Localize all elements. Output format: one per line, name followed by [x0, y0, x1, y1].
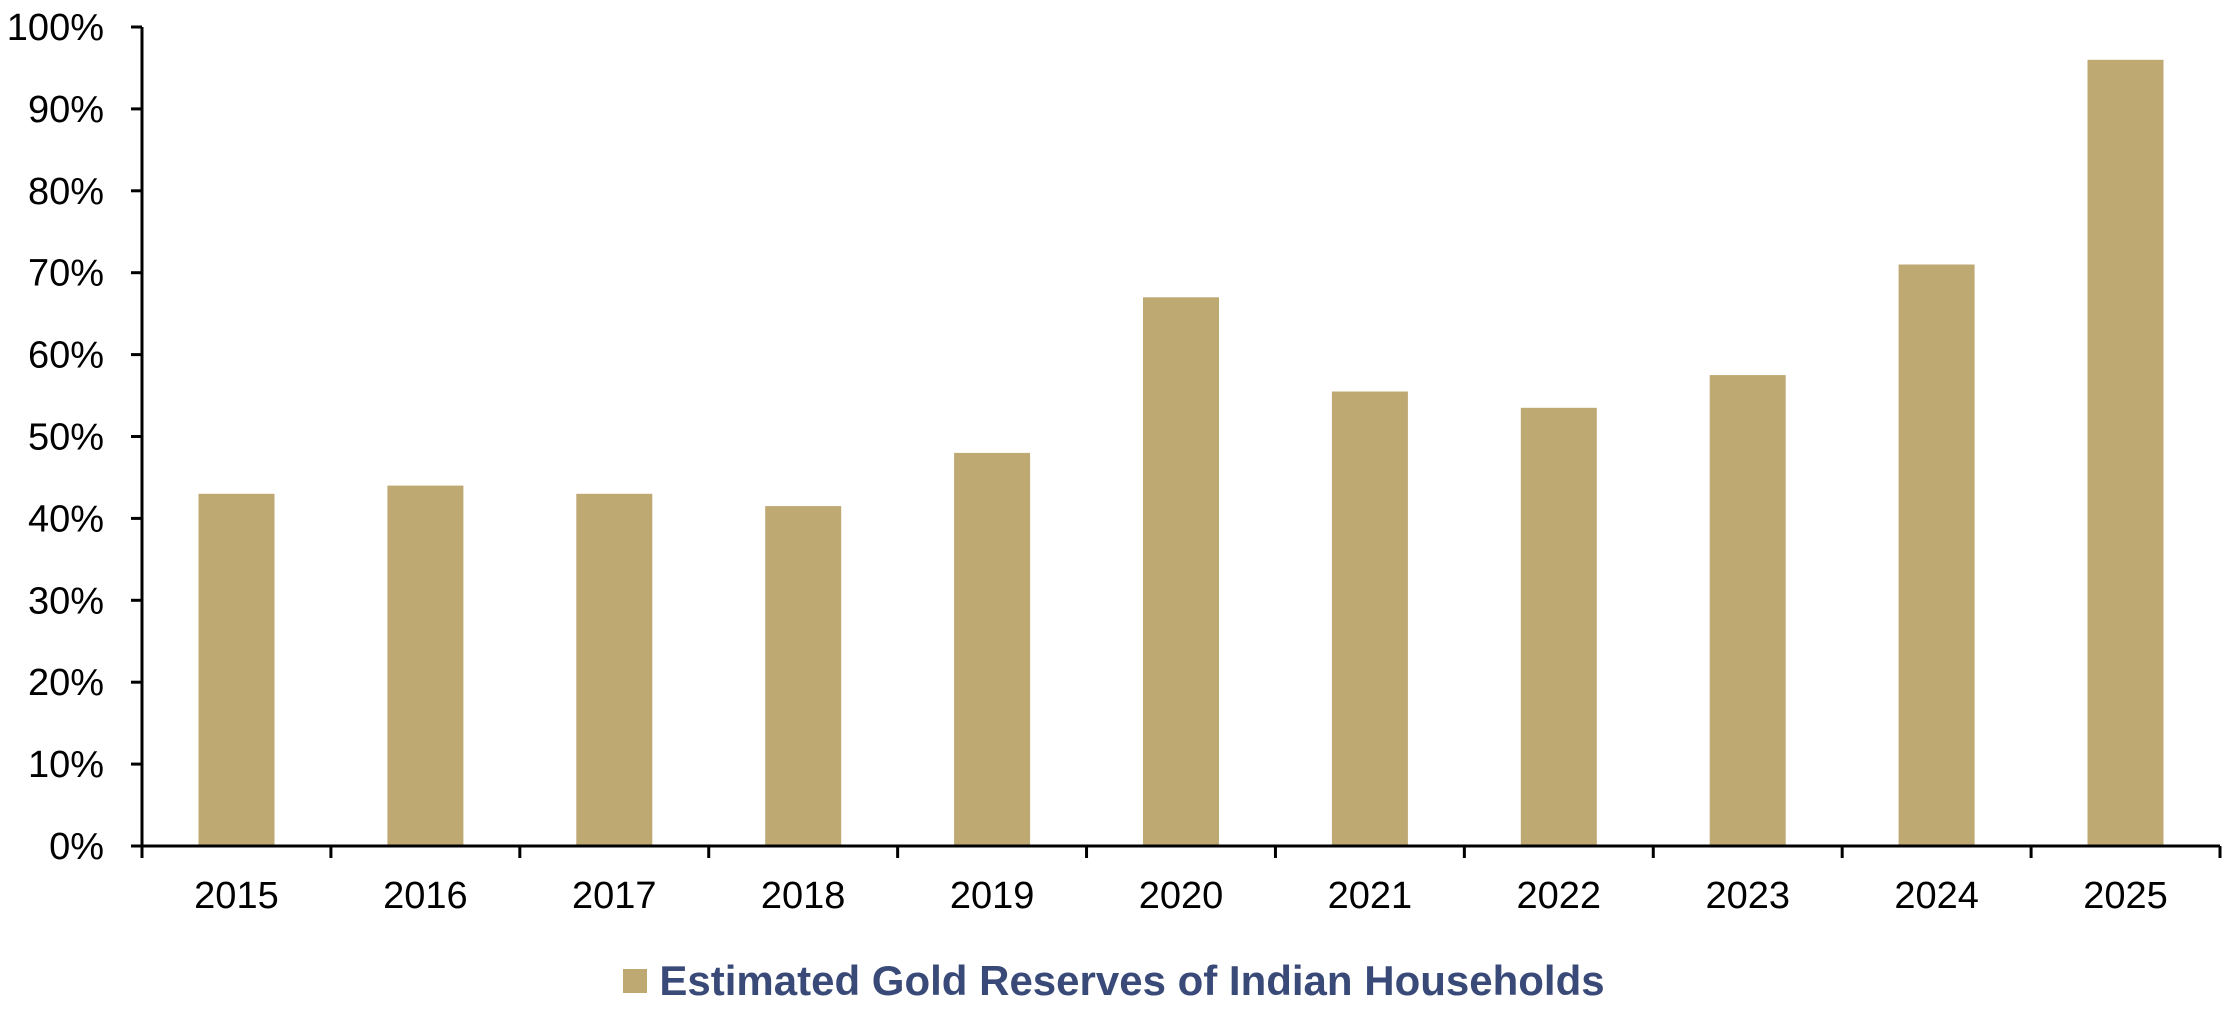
x-tick-label: 2019	[950, 875, 1035, 917]
x-tick-label: 2022	[1517, 875, 1602, 917]
y-tick-label: 80%	[28, 171, 104, 213]
bar-2015	[198, 493, 275, 846]
y-tick-label: 60%	[28, 335, 104, 377]
y-tick-label: 20%	[28, 662, 104, 704]
y-tick-label: 40%	[28, 498, 104, 540]
y-tick-label: 10%	[28, 744, 104, 786]
bar-2024	[1898, 264, 1975, 846]
y-tick-label: 0%	[49, 826, 104, 868]
bar-2021	[1331, 391, 1408, 846]
x-tick-label: 2018	[761, 875, 846, 917]
y-tick-label: 90%	[28, 89, 104, 131]
bar-2025	[2087, 59, 2164, 847]
bar-2020	[1143, 297, 1219, 846]
x-tick-label: 2024	[1894, 875, 1979, 917]
bar-2017	[576, 493, 653, 846]
legend-swatch	[623, 969, 648, 993]
x-tick-label: 2021	[1328, 875, 1413, 917]
x-tick-label: 2025	[2083, 875, 2168, 917]
legend-label: Estimated Gold Reserves of Indian Househ…	[659, 957, 1605, 1004]
x-tick-label: 2020	[1139, 875, 1224, 917]
bar-2022	[1520, 407, 1597, 846]
y-tick-label: 50%	[28, 417, 104, 459]
x-tick-label: 2023	[1705, 875, 1790, 917]
x-tick-label: 2015	[194, 875, 279, 917]
axes-layer	[131, 25, 2222, 858]
bar-2019	[954, 452, 1031, 846]
bar-2016	[387, 485, 464, 846]
x-tick-label: 2017	[572, 875, 657, 917]
tick-labels-layer: 0% 10% 20% 30% 40% 50% 60% 70% 80% 90% 100% 2015 201…	[7, 7, 2168, 917]
x-tick-label: 2016	[383, 875, 468, 917]
y-tick-label: 100%	[7, 7, 104, 49]
bar-2018	[765, 506, 842, 846]
y-tick-label: 70%	[28, 253, 104, 295]
bar-2023	[1709, 375, 1786, 846]
y-tick-label: 30%	[28, 580, 104, 622]
legend: Estimated Gold Reserves of Indian Househ…	[0, 960, 2228, 1002]
bars-layer	[198, 59, 2164, 847]
